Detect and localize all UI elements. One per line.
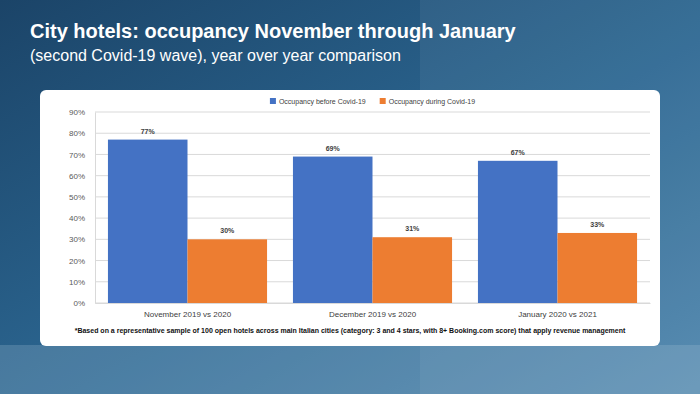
- y-tick: 30%: [69, 235, 95, 244]
- legend-item: Occupancy before Covid-19: [270, 98, 366, 106]
- data-label: 33%: [590, 221, 605, 228]
- grid-line: [95, 112, 650, 113]
- legend-label: Occupancy before Covid-19: [279, 98, 366, 106]
- y-tick-label: 70%: [69, 151, 85, 160]
- y-tick: 50%: [69, 193, 95, 202]
- title: City hotels: occupancy November through …: [30, 20, 517, 42]
- y-tick-label: 50%: [69, 193, 85, 202]
- y-tick-label: 10%: [69, 278, 85, 287]
- y-tick: 20%: [69, 257, 95, 266]
- x-axis: November 2019 vs 2020 December 2019 vs 20…: [96, 303, 651, 319]
- y-tick-label: 0%: [73, 299, 85, 308]
- y-tick-label: 20%: [69, 257, 85, 266]
- x-tick-label: December 2019 vs 2020: [329, 310, 417, 319]
- background: [0, 0, 700, 394]
- data-labels: 77% 69% 67% 30% 31% 33%: [141, 128, 605, 235]
- footnote: *Based on a representative sample of 100…: [75, 327, 626, 335]
- y-tick-label: 90%: [69, 108, 85, 117]
- bar: [108, 140, 188, 303]
- data-label: 69%: [326, 145, 341, 152]
- legend-item: Occupancy during Covid-19: [380, 98, 475, 106]
- x-tick: January 2020 vs 2021: [518, 303, 597, 319]
- y-tick: 10%: [69, 278, 95, 287]
- y-tick: 70%: [69, 151, 95, 160]
- subtitle: (second Covid-19 wave), year over year c…: [30, 47, 401, 64]
- data-label: 31%: [405, 225, 420, 232]
- legend-swatch: [270, 98, 276, 104]
- data-label: 77%: [141, 128, 156, 135]
- legend-swatch: [380, 98, 386, 104]
- y-tick: 80%: [69, 129, 95, 138]
- x-tick: December 2019 vs 2020: [329, 303, 417, 319]
- y-tick: 0%: [73, 299, 95, 308]
- background-floor: [0, 345, 700, 394]
- bar: [188, 239, 268, 303]
- chart-panel: [40, 90, 660, 346]
- y-axis-line: [95, 113, 96, 304]
- bars: [108, 140, 637, 303]
- x-tick: November 2019 vs 2020: [144, 303, 232, 319]
- series-bars: [188, 233, 638, 303]
- data-label: 67%: [511, 149, 526, 156]
- y-tick-label: 80%: [69, 129, 85, 138]
- y-tick: 60%: [69, 172, 95, 181]
- bar: [373, 237, 453, 303]
- y-tick-label: 40%: [69, 214, 85, 223]
- grid: [95, 112, 650, 303]
- y-tick-label: 30%: [69, 235, 85, 244]
- bar: [293, 157, 373, 303]
- bar: [478, 161, 558, 303]
- data-label: 30%: [220, 227, 235, 234]
- grid-line: [95, 133, 650, 134]
- x-tick-label: January 2020 vs 2021: [518, 310, 597, 319]
- x-tick-label: November 2019 vs 2020: [144, 310, 232, 319]
- y-tick: 40%: [69, 214, 95, 223]
- y-tick-label: 60%: [69, 172, 85, 181]
- chart-svg: City hotels: occupancy November through …: [0, 0, 700, 394]
- series-bars: [108, 140, 558, 303]
- x-axis-line: [96, 303, 651, 304]
- bar: [558, 233, 638, 303]
- legend-label: Occupancy during Covid-19: [389, 98, 475, 106]
- y-axis: 0% 10% 20% 30% 40% 50% 60% 70% 80% 90%: [69, 108, 96, 308]
- legend: Occupancy before Covid-19 Occupancy durin…: [270, 98, 475, 106]
- y-tick: 90%: [69, 108, 95, 117]
